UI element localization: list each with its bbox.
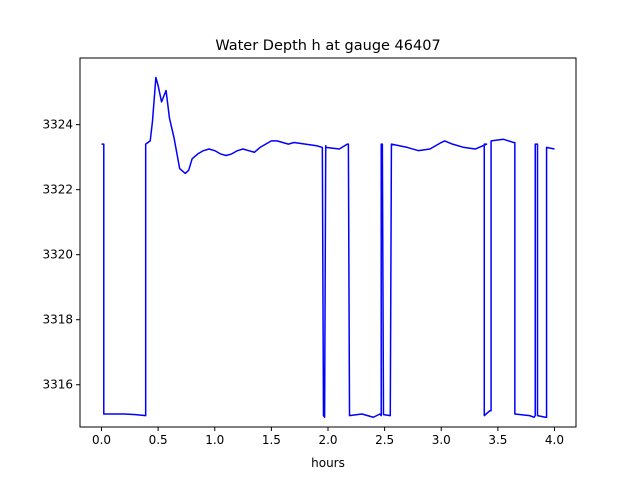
x-tick-label: 2.0	[318, 433, 337, 447]
y-axis: 3316 3318 3320 3322 3324	[42, 118, 80, 392]
x-axis: 0.0 0.5 1.0 1.5 2.0 2.5 3.0 3.5 4.0	[92, 427, 564, 447]
series-line-0	[101, 76, 555, 418]
axes-frame	[79, 57, 577, 428]
x-axis-label: hours	[311, 456, 345, 470]
x-tick-label: 0.0	[92, 433, 111, 447]
y-tick-label: 3324	[42, 118, 73, 132]
x-tick-label: 1.0	[205, 433, 224, 447]
y-tick-label: 3318	[42, 313, 73, 327]
x-tick-label: 4.0	[545, 433, 564, 447]
x-tick-label: 0.5	[149, 433, 168, 447]
y-tick-label: 3316	[42, 378, 73, 392]
x-tick-label: 1.5	[262, 433, 281, 447]
x-tick-label: 3.5	[488, 433, 507, 447]
plot-area	[101, 76, 555, 418]
x-tick-label: 3.0	[432, 433, 451, 447]
x-tick-label: 2.5	[375, 433, 394, 447]
y-tick-label: 3320	[42, 248, 73, 262]
chart-title: Water Depth h at gauge 46407	[215, 38, 440, 54]
y-tick-label: 3322	[42, 183, 73, 197]
